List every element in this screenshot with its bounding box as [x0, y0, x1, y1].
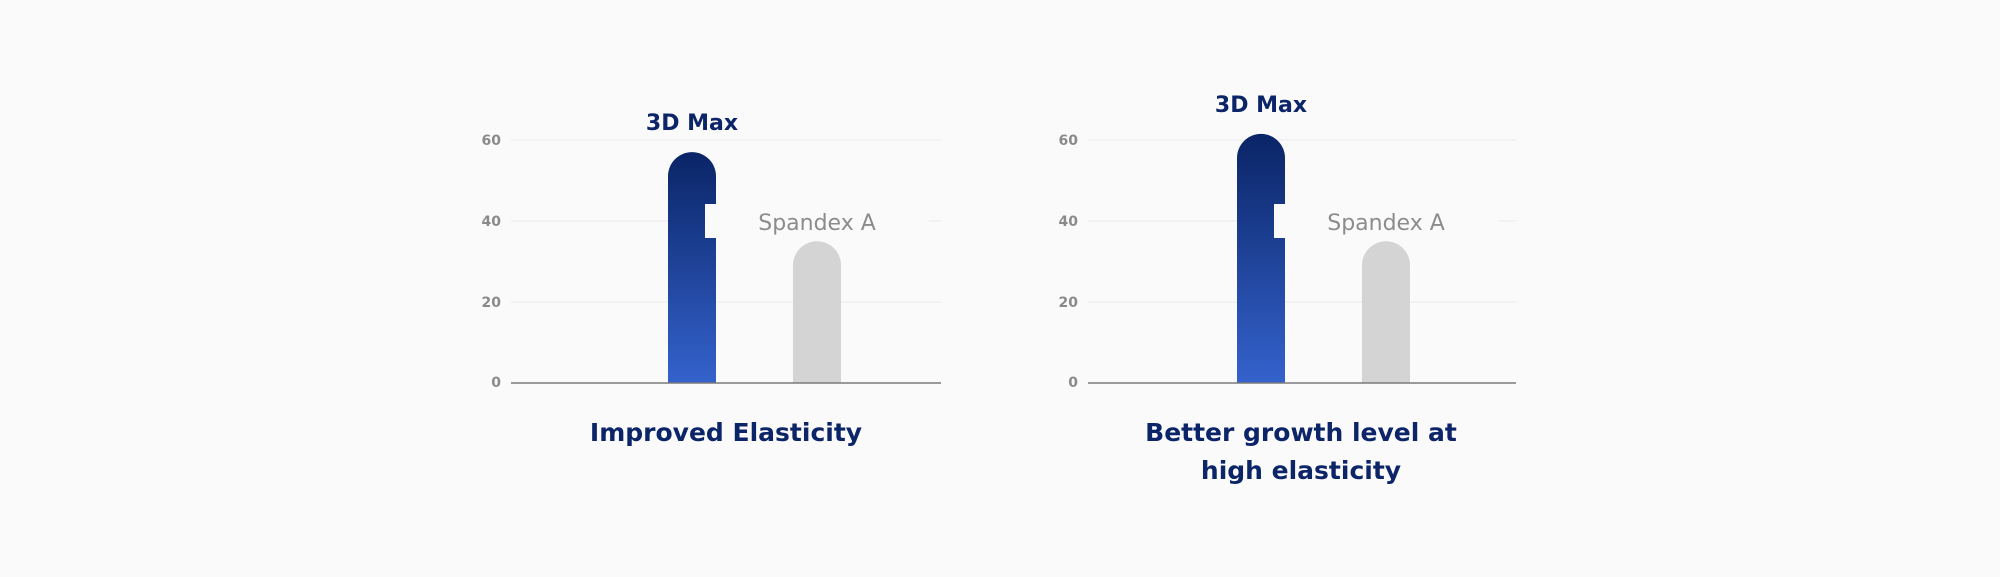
chart-2-label-secondary: Spandex A [1327, 211, 1445, 236]
chart-1-label-primary: 3D Max [646, 111, 738, 136]
chart-1-ytick-label-40: 40 [482, 214, 502, 230]
chart-2-bar-secondary [1362, 241, 1410, 383]
chart-2-label-secondary-bg [1274, 204, 1498, 238]
chart-2-bar-primary [1237, 133, 1285, 383]
chart-2-ytick-label-0: 0 [1068, 375, 1078, 391]
chart-1-caption: Improved Elasticity [589, 418, 863, 447]
chart-1-bar-secondary [793, 241, 841, 383]
chart-2-label-primary: 3D Max [1215, 93, 1307, 118]
chart-2-ytick-label-20: 20 [1059, 295, 1079, 311]
chart-1-ytick-label-0: 0 [491, 375, 501, 391]
chart-1-bar-primary [668, 152, 716, 383]
chart-1-label-secondary-bg [705, 204, 929, 238]
chart-2-caption: Better growth level at high elasticity [1145, 418, 1457, 485]
chart-1-ytick-label-20: 20 [482, 295, 502, 311]
chart-1-ytick-label-60: 60 [482, 133, 502, 149]
chart-1-label-secondary: Spandex A [758, 211, 876, 236]
chart-2-ytick-label-40: 40 [1059, 214, 1079, 230]
chart-2-ytick-label-60: 60 [1059, 133, 1079, 149]
